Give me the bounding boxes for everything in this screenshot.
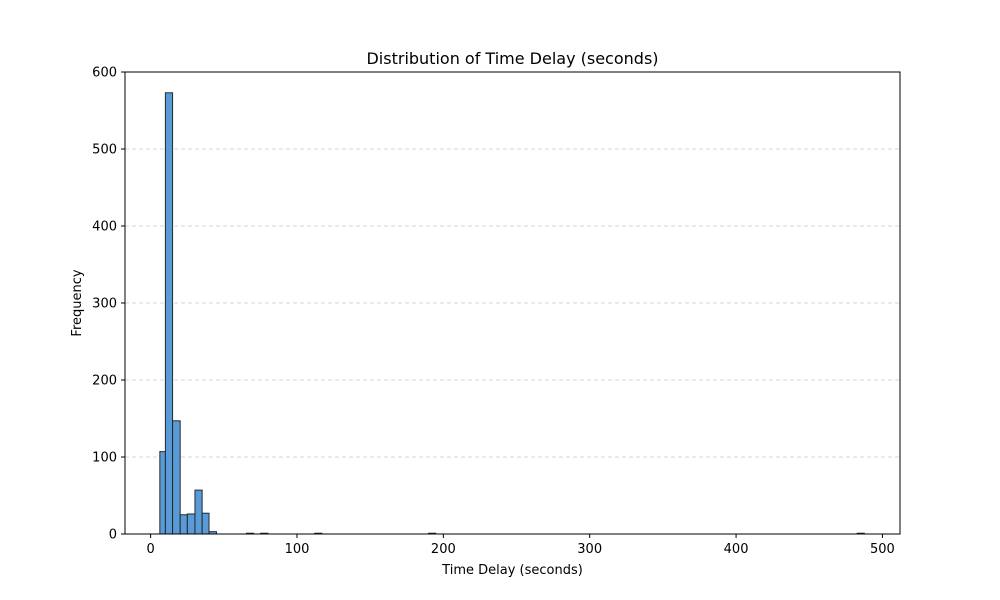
y-axis-label: Frequency (70, 269, 85, 336)
x-axis-label: Time Delay (seconds) (441, 563, 583, 578)
y-tick-label: 0 (109, 528, 117, 543)
x-tick-label: 0 (146, 542, 154, 557)
histogram-bar (201, 512, 210, 535)
y-tick-label: 400 (92, 220, 117, 235)
histogram-bar (159, 451, 166, 535)
grid-lines (125, 148, 900, 458)
y-tick-label: 300 (92, 297, 117, 312)
y-tick-label: 100 (92, 451, 117, 466)
bars (159, 92, 865, 535)
histogram-bar (172, 420, 181, 535)
histogram-bar (179, 514, 188, 535)
chart-title: Distribution of Time Delay (seconds) (366, 49, 658, 68)
y-tick-label: 600 (92, 66, 117, 81)
y-tick-label: 200 (92, 374, 117, 389)
x-tick-label: 500 (870, 542, 895, 557)
histogram-bar (164, 92, 174, 535)
y-tick-label: 500 (92, 143, 117, 158)
histogram-bar (186, 513, 196, 535)
y-axis-ticks: 0 100 200 300 400 500 600 (92, 66, 125, 543)
x-tick-label: 100 (285, 542, 310, 557)
x-tick-label: 300 (577, 542, 602, 557)
x-tick-label: 200 (431, 542, 456, 557)
x-axis-ticks: 0 100 200 300 400 500 (146, 534, 895, 557)
x-tick-label: 400 (724, 542, 749, 557)
histogram-bar (194, 489, 203, 535)
